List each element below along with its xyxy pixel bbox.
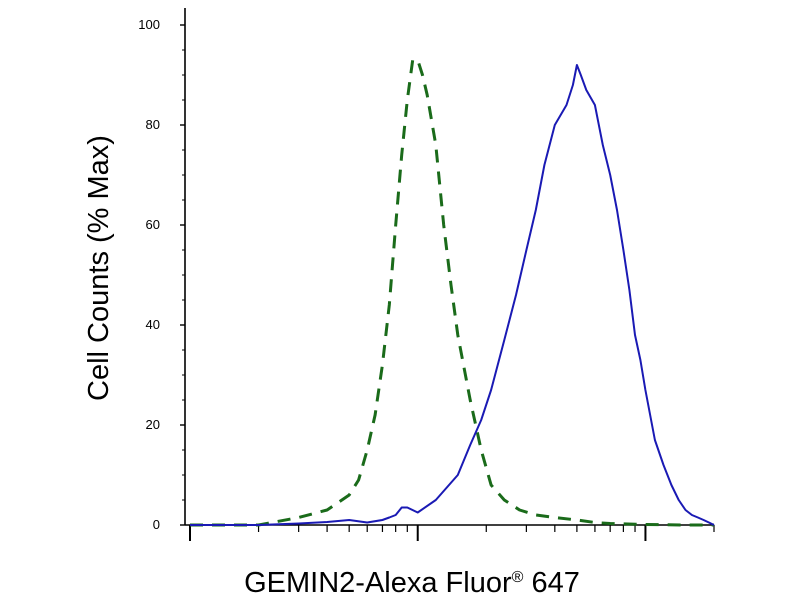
series-line-2-solid [190, 64, 715, 526]
y-ticks: 0 20 40 60 80 100 [138, 17, 185, 532]
y-axis-title: Cell Counts (% Max) [83, 135, 115, 401]
x-axis-title-superscript: ® [512, 569, 524, 586]
y-tick-label-40: 40 [146, 317, 160, 332]
y-tick-label-100: 100 [138, 17, 160, 32]
y-tick-label-0: 0 [153, 517, 160, 532]
x-axis-title-suffix: 647 [523, 567, 579, 599]
series-line-1-dashed [190, 58, 714, 527]
x-axis-title-main: GEMIN2-Alexa Fluor [244, 567, 512, 599]
y-tick-label-80: 80 [146, 117, 160, 132]
x-axis-title: GEMIN2-Alexa Fluor® 647 [244, 567, 580, 599]
y-tick-label-20: 20 [146, 417, 160, 432]
x-axis [185, 524, 715, 541]
x-ticks [189, 525, 715, 541]
y-axis: 0 20 40 60 80 100 [138, 8, 186, 532]
series-layer [190, 58, 715, 527]
y-tick-label-60: 60 [146, 217, 160, 232]
